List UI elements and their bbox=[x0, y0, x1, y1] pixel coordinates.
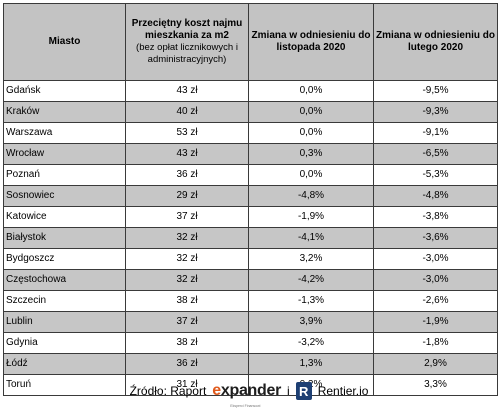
cell-city: Kraków bbox=[3, 101, 126, 123]
cell-change-november: -4,1% bbox=[248, 227, 374, 249]
source-label: Źródło: Raport bbox=[129, 384, 207, 398]
cell-city: Sosnowiec bbox=[3, 185, 126, 207]
cell-change-february: -9,5% bbox=[373, 80, 498, 102]
rentier-name: Rentier.io bbox=[317, 384, 369, 398]
cell-change-november: -3,2% bbox=[248, 332, 374, 354]
expander-logo-text: xpander bbox=[220, 382, 282, 399]
cell-change-november: 1,3% bbox=[248, 353, 374, 375]
header-city: Miasto bbox=[3, 3, 126, 81]
cell-city: Warszawa bbox=[3, 122, 126, 144]
cell-change-november: -1,3% bbox=[248, 290, 374, 312]
cell-change-february: -3,8% bbox=[373, 206, 498, 228]
header-row: Miasto Przeciętny koszt najmu mieszkania… bbox=[3, 3, 498, 81]
cell-city: Lublin bbox=[3, 311, 126, 333]
cell-change-november: 0,0% bbox=[248, 101, 374, 123]
header-change-february: Zmiana w odniesieniu do lutego 2020 bbox=[373, 3, 498, 81]
cell-change-february: -3,6% bbox=[373, 227, 498, 249]
cell-change-february: -4,8% bbox=[373, 185, 498, 207]
expander-logo: expander Eksperci Finansowi bbox=[212, 382, 282, 409]
table-row: Bydgoszcz 32 zł 3,2% -3,0% bbox=[3, 248, 498, 270]
cell-change-february: -5,3% bbox=[373, 164, 498, 186]
cell-price: 31 zł bbox=[125, 374, 249, 396]
cell-change-november: -4,8% bbox=[248, 185, 374, 207]
cell-city: Katowice bbox=[3, 206, 126, 228]
cell-city: Poznań bbox=[3, 164, 126, 186]
cell-price: 40 zł bbox=[125, 101, 249, 123]
cell-change-november: 0,0% bbox=[248, 164, 374, 186]
cell-change-february: -1,9% bbox=[373, 311, 498, 333]
table-row: Białystok 32 zł -4,1% -3,6% bbox=[3, 227, 498, 249]
table-row: Wrocław 43 zł 0,3% -6,5% bbox=[3, 143, 498, 165]
table-row: Poznań 36 zł 0,0% -5,3% bbox=[3, 164, 498, 186]
cell-city: Gdańsk bbox=[3, 80, 126, 102]
cell-price: 43 zł bbox=[125, 80, 249, 102]
cell-change-february: -2,6% bbox=[373, 290, 498, 312]
expander-tagline: Eksperci Finansowi bbox=[230, 404, 261, 408]
table-row: Szczecin 38 zł -1,3% -2,6% bbox=[3, 290, 498, 312]
cell-change-november: -4,2% bbox=[248, 269, 374, 291]
cell-city: Częstochowa bbox=[3, 269, 126, 291]
table-row: Gdańsk 43 zł 0,0% -9,5% bbox=[3, 80, 498, 102]
cell-change-february: 2,9% bbox=[373, 353, 498, 375]
header-price: Przeciętny koszt najmu mieszkania za m2 … bbox=[125, 3, 249, 81]
table-row: Kraków 40 zł 0,0% -9,3% bbox=[3, 101, 498, 123]
cell-price: 36 zł bbox=[125, 353, 249, 375]
cell-price: 29 zł bbox=[125, 185, 249, 207]
cell-change-february: -3,0% bbox=[373, 269, 498, 291]
rentier-logo-icon: R bbox=[295, 382, 312, 400]
cell-change-november: 0,3% bbox=[248, 143, 374, 165]
cell-change-february: -6,5% bbox=[373, 143, 498, 165]
table-row: Łódź 36 zł 1,3% 2,9% bbox=[3, 353, 498, 375]
cell-price: 32 zł bbox=[125, 227, 249, 249]
cell-price: 32 zł bbox=[125, 269, 249, 291]
cell-price: 38 zł bbox=[125, 332, 249, 354]
expander-logo-accent: e bbox=[212, 382, 221, 399]
source-footer: Źródło: Raport expander Eksperci Finanso… bbox=[0, 380, 498, 409]
cell-price: 37 zł bbox=[125, 311, 249, 333]
cell-change-february: -9,1% bbox=[373, 122, 498, 144]
table-row: Warszawa 53 zł 0,0% -9,1% bbox=[3, 122, 498, 144]
table-row: Katowice 37 zł -1,9% -3,8% bbox=[3, 206, 498, 228]
cell-city: Bydgoszcz bbox=[3, 248, 126, 270]
cell-change-november: 0,0% bbox=[248, 80, 374, 102]
cell-change-february: -9,3% bbox=[373, 101, 498, 123]
cell-city: Łódź bbox=[3, 353, 126, 375]
cell-city: Białystok bbox=[3, 227, 126, 249]
cell-city: Wrocław bbox=[3, 143, 126, 165]
cell-change-february: 3,3% bbox=[373, 374, 498, 396]
cell-price: 38 zł bbox=[125, 290, 249, 312]
cell-change-november: -1,9% bbox=[248, 206, 374, 228]
cell-price: 37 zł bbox=[125, 206, 249, 228]
header-price-note: (bez opłat licznikowych i administracyjn… bbox=[136, 42, 238, 65]
cell-change-november: 3,2% bbox=[248, 248, 374, 270]
cell-change-february: -3,0% bbox=[373, 248, 498, 270]
cell-change-february: -1,8% bbox=[373, 332, 498, 354]
cell-change-november: 0,0% bbox=[248, 122, 374, 144]
header-price-main: Przeciętny koszt najmu mieszkania za m2 bbox=[131, 18, 243, 41]
table-row: Sosnowiec 29 zł -4,8% -4,8% bbox=[3, 185, 498, 207]
cell-city: Toruń bbox=[3, 374, 126, 396]
table-row: Gdynia 38 zł -3,2% -1,8% bbox=[3, 332, 498, 354]
cell-price: 43 zł bbox=[125, 143, 249, 165]
cell-price: 32 zł bbox=[125, 248, 249, 270]
cell-change-november: 3,9% bbox=[248, 311, 374, 333]
connector-text: i bbox=[287, 384, 290, 398]
header-change-november: Zmiana w odniesieniu do listopada 2020 bbox=[248, 3, 374, 81]
table-row: Częstochowa 32 zł -4,2% -3,0% bbox=[3, 269, 498, 291]
cell-price: 53 zł bbox=[125, 122, 249, 144]
table-row: Lublin 37 zł 3,9% -1,9% bbox=[3, 311, 498, 333]
cell-price: 36 zł bbox=[125, 164, 249, 186]
cell-city: Gdynia bbox=[3, 332, 126, 354]
rental-price-table: Miasto Przeciętny koszt najmu mieszkania… bbox=[3, 3, 498, 396]
cell-city: Szczecin bbox=[3, 290, 126, 312]
